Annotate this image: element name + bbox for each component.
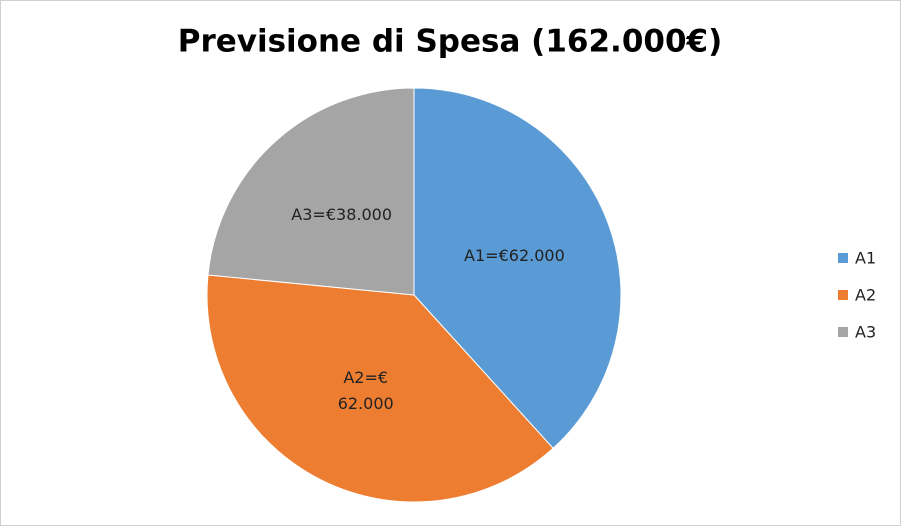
data-label: A3=€38.000 bbox=[291, 205, 392, 225]
data-label: A1=€62.000 bbox=[464, 246, 565, 266]
legend-swatch bbox=[838, 327, 848, 337]
legend-label: A2 bbox=[855, 286, 876, 305]
pie-slice bbox=[207, 87, 415, 296]
legend-swatch bbox=[838, 253, 848, 263]
legend-swatch bbox=[838, 290, 848, 300]
pie-slice bbox=[413, 87, 622, 449]
pie-slice bbox=[206, 274, 554, 503]
chart-title: Previsione di Spesa (162.000€) bbox=[178, 24, 723, 60]
legend-label: A1 bbox=[855, 249, 876, 268]
legend-label: A3 bbox=[855, 323, 876, 342]
data-label: A2=€ 62.000 bbox=[337, 368, 394, 414]
